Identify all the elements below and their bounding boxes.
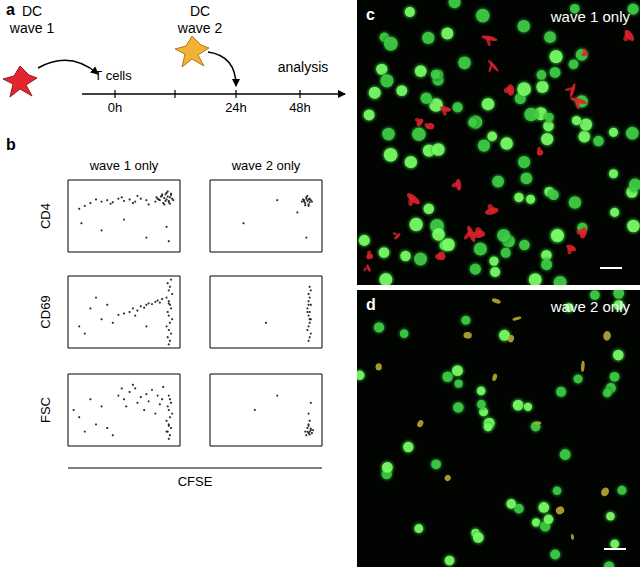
svg-text:DC: DC bbox=[22, 3, 42, 19]
svg-text:wave 2 only: wave 2 only bbox=[231, 158, 301, 173]
svg-text:24h: 24h bbox=[225, 100, 247, 115]
svg-text:CD4: CD4 bbox=[38, 203, 53, 229]
svg-text:48h: 48h bbox=[289, 100, 311, 115]
svg-text:wave 2: wave 2 bbox=[177, 20, 223, 36]
svg-text:DC: DC bbox=[190, 3, 210, 19]
svg-text:wave 1 only: wave 1 only bbox=[89, 158, 159, 173]
svg-text:CD69: CD69 bbox=[38, 295, 53, 328]
svg-text:wave 2 only: wave 2 only bbox=[550, 298, 631, 315]
svg-text:wave 1 only: wave 1 only bbox=[550, 8, 631, 25]
svg-text:analysis: analysis bbox=[278, 59, 329, 75]
svg-text:FSC: FSC bbox=[38, 397, 53, 423]
svg-text:a: a bbox=[6, 1, 15, 18]
svg-text:T cells: T cells bbox=[94, 68, 132, 83]
svg-text:c: c bbox=[366, 6, 375, 23]
svg-text:0h: 0h bbox=[108, 100, 122, 115]
svg-text:b: b bbox=[6, 136, 16, 153]
svg-text:wave 1: wave 1 bbox=[9, 20, 55, 36]
svg-text:CFSE: CFSE bbox=[178, 474, 213, 489]
svg-text:d: d bbox=[366, 296, 376, 313]
